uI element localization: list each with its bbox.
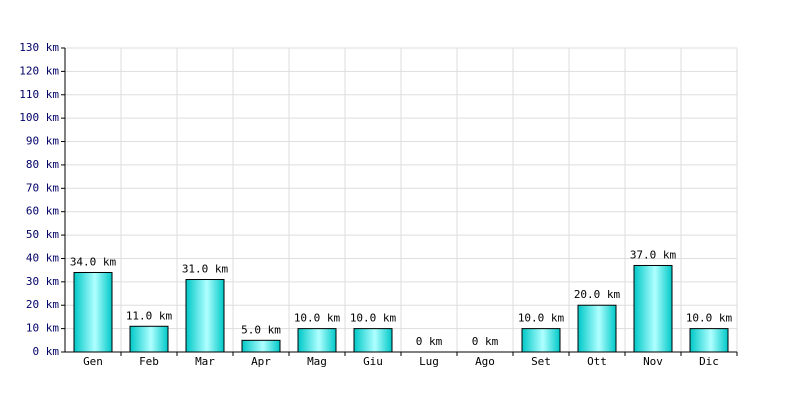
bar xyxy=(129,325,169,353)
bar xyxy=(633,264,673,353)
x-tick-label: Nov xyxy=(643,355,663,368)
value-label: 11.0 km xyxy=(126,309,173,322)
y-tick-label: 110 km xyxy=(19,88,59,101)
x-tick-label: Apr xyxy=(251,355,271,368)
x-tick-label: Ott xyxy=(587,355,607,368)
value-label: 10.0 km xyxy=(686,312,733,325)
x-tick-label: Mag xyxy=(307,355,327,368)
y-tick-label: 70 km xyxy=(26,181,59,194)
value-label: 37.0 km xyxy=(630,248,677,261)
y-tick-label: 130 km xyxy=(19,41,59,54)
bar xyxy=(353,328,393,353)
value-label: 10.0 km xyxy=(294,312,341,325)
bar xyxy=(577,304,617,353)
y-tick-label: 0 km xyxy=(33,345,60,358)
x-tick-label: Ago xyxy=(475,355,495,368)
value-label: 10.0 km xyxy=(350,312,397,325)
value-label: 10.0 km xyxy=(518,312,565,325)
y-tick-label: 60 km xyxy=(26,205,59,218)
y-tick-label: 90 km xyxy=(26,135,59,148)
value-label: 5.0 km xyxy=(241,323,281,336)
y-tick-label: 50 km xyxy=(26,228,59,241)
y-tick-label: 120 km xyxy=(19,64,59,77)
bar xyxy=(689,328,729,353)
bar xyxy=(297,328,337,353)
value-label: 20.0 km xyxy=(574,288,621,301)
y-tick-label: 80 km xyxy=(26,158,59,171)
value-label: 34.0 km xyxy=(70,255,117,268)
x-tick-label: Dic xyxy=(699,355,719,368)
x-tick-label: Set xyxy=(531,355,551,368)
x-tick-label: Lug xyxy=(419,355,439,368)
y-tick-label: 10 km xyxy=(26,322,59,335)
bar xyxy=(185,279,225,353)
y-tick-label: 100 km xyxy=(19,111,59,124)
x-tick-label: Gen xyxy=(83,355,103,368)
x-tick-label: Feb xyxy=(139,355,159,368)
x-tick-label: Mar xyxy=(195,355,215,368)
y-tick-label: 30 km xyxy=(26,275,59,288)
bar xyxy=(241,339,281,353)
y-tick-label: 20 km xyxy=(26,298,59,311)
y-tick-label: 40 km xyxy=(26,251,59,264)
x-tick-label: Giu xyxy=(363,355,383,368)
bar xyxy=(521,328,561,353)
grid xyxy=(61,47,738,353)
bar xyxy=(73,271,113,353)
value-label: 31.0 km xyxy=(182,263,229,276)
value-label: 0 km xyxy=(472,335,499,348)
bars xyxy=(73,264,729,353)
value-label: 0 km xyxy=(416,335,443,348)
